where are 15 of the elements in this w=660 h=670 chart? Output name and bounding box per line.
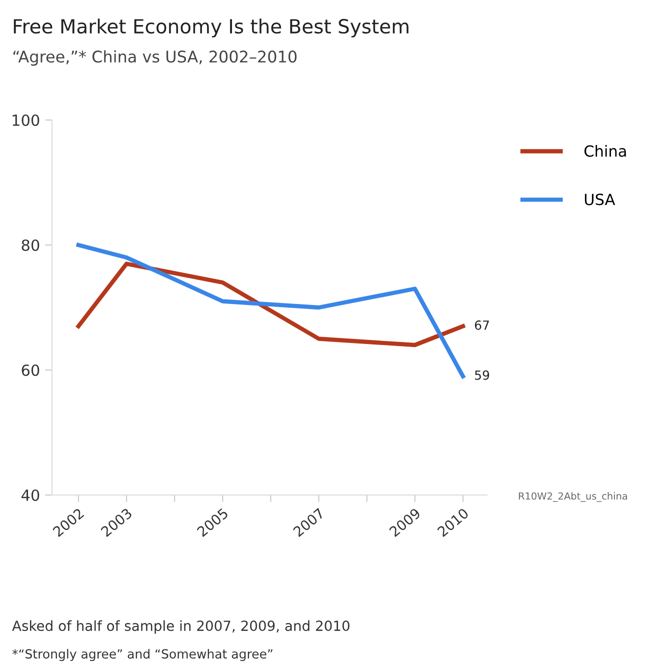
data-label: 59 <box>475 370 490 380</box>
y-tick-label: 100 <box>12 114 40 126</box>
line-series <box>76 262 466 348</box>
legend-label: China <box>584 145 626 157</box>
text: R10W2_2Abt_us_china <box>518 492 627 502</box>
chart-subtitle: “Agree,”* China vs USA, 2002–2010 <box>13 50 297 66</box>
y-tick-label: 80 <box>22 239 40 252</box>
text: *“Strongly agree” and “Somewhat agree” <box>12 648 272 662</box>
text: Asked of half of sample in 2007, 2009, and 2010 <box>12 620 350 634</box>
y-tick-label: 40 <box>22 489 40 502</box>
y-tick-label: 60 <box>22 364 40 376</box>
legend-label: USA <box>584 194 616 206</box>
line-series <box>76 242 466 378</box>
data-label: 67 <box>474 320 489 330</box>
chart-title: Free Market Economy Is the Best System <box>14 18 408 38</box>
